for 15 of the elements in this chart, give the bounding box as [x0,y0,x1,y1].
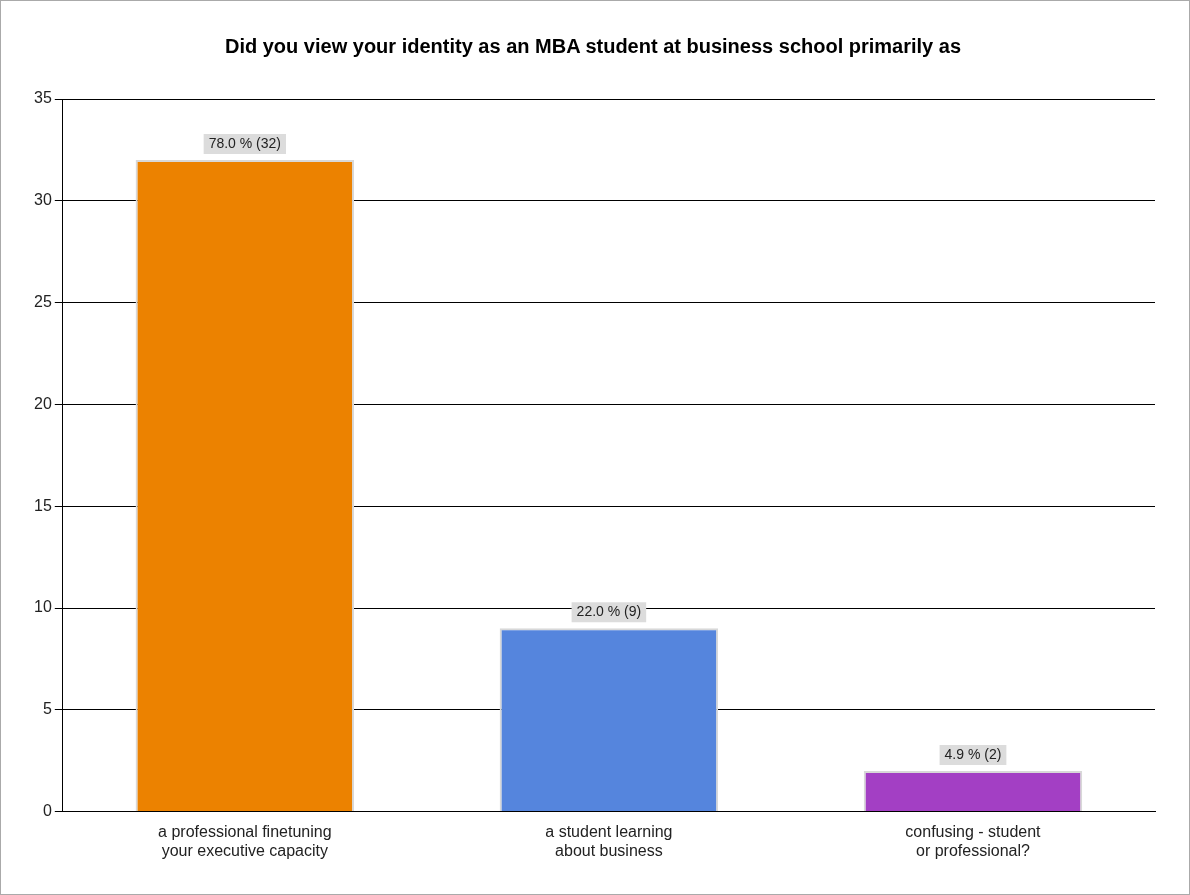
x-tick-label: a student learning about business [545,822,673,859]
y-tick-label: 0 [42,802,52,820]
chart-title: Did you view your identity as an MBA student at business school primarily as [224,34,962,57]
y-tick-label: 10 [34,598,52,616]
y-tick-label: 25 [34,293,52,311]
data-label: 22.0 % (9) [576,603,642,620]
y-tick-label: 20 [34,394,52,412]
x-tick-label: a professional finetuning your executive capacity [158,822,332,859]
y-tick-label: 30 [34,191,52,209]
data-label: 4.9 % (2) [944,745,1002,762]
x-tick-label: confusing - student or professional? [905,822,1042,859]
y-tick-label: 15 [34,496,52,514]
y-tick-label: 5 [42,700,52,718]
data-label: 78.0 % (32) [208,134,282,151]
y-tick-label: 35 [34,89,52,107]
